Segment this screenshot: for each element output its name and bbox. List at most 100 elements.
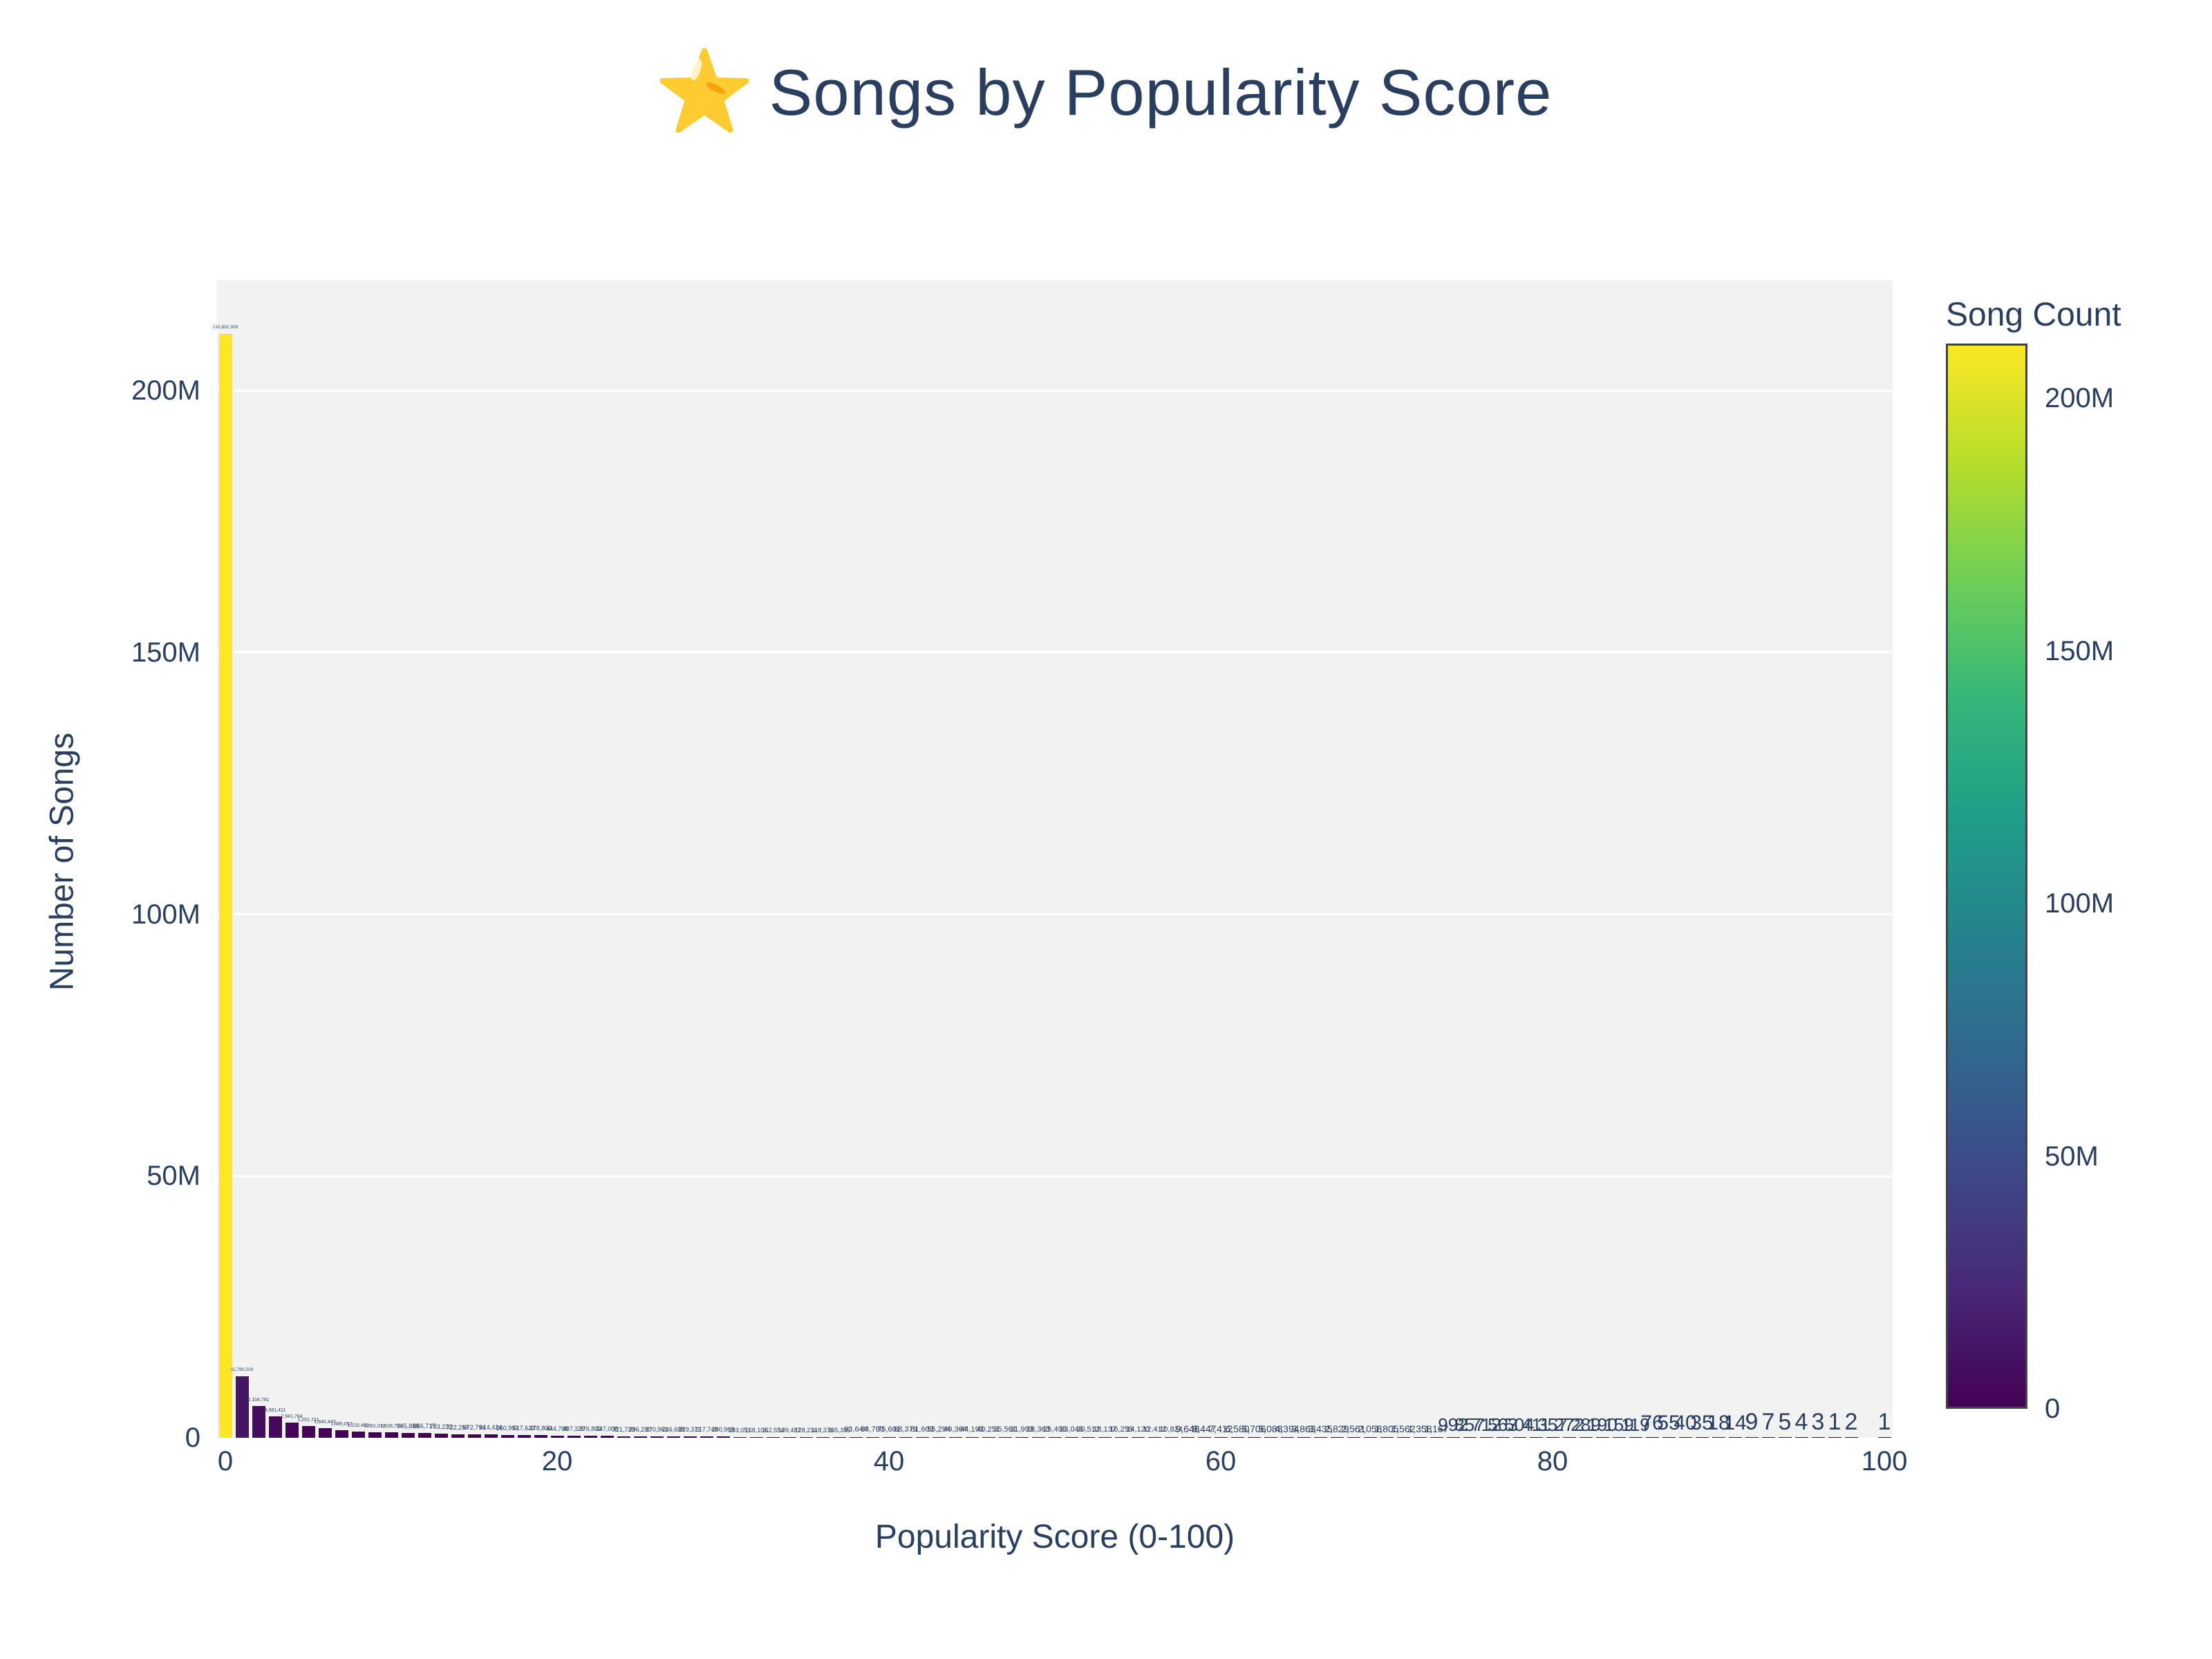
bar[interactable] [235, 1376, 249, 1438]
bar[interactable] [1463, 1436, 1477, 1438]
bar[interactable] [252, 1405, 265, 1438]
bar[interactable] [534, 1435, 547, 1438]
bar[interactable] [1098, 1436, 1112, 1438]
bar[interactable] [517, 1435, 531, 1438]
bar[interactable] [318, 1428, 332, 1438]
bar[interactable] [434, 1434, 448, 1438]
bar[interactable] [683, 1436, 697, 1438]
bar[interactable] [335, 1430, 348, 1438]
bar[interactable] [782, 1436, 796, 1438]
bar[interactable] [998, 1436, 1012, 1438]
bar[interactable] [1479, 1436, 1493, 1438]
bar[interactable] [932, 1436, 946, 1438]
bar[interactable] [1230, 1436, 1244, 1438]
bar[interactable] [1761, 1436, 1775, 1438]
bar[interactable] [749, 1436, 763, 1438]
bar[interactable] [617, 1436, 630, 1438]
bar[interactable] [1828, 1436, 1841, 1438]
bar[interactable] [1595, 1436, 1609, 1438]
bar[interactable] [700, 1436, 713, 1438]
bar[interactable] [1844, 1436, 1858, 1438]
bar[interactable] [1496, 1436, 1510, 1438]
bar[interactable] [1778, 1436, 1792, 1438]
bar[interactable] [1214, 1436, 1228, 1438]
bar[interactable] [1728, 1436, 1742, 1438]
bar[interactable] [1114, 1436, 1128, 1438]
bar[interactable] [218, 333, 232, 1438]
bar[interactable] [268, 1416, 282, 1438]
bar[interactable] [1877, 1436, 1891, 1438]
bar[interactable] [1197, 1436, 1211, 1438]
bar[interactable] [1031, 1436, 1045, 1438]
bar[interactable] [1745, 1436, 1759, 1438]
bar[interactable] [865, 1436, 879, 1438]
bar[interactable] [1562, 1436, 1576, 1438]
bar[interactable] [915, 1436, 929, 1438]
bar[interactable] [666, 1436, 680, 1438]
bar[interactable] [1164, 1436, 1178, 1438]
bar[interactable] [401, 1432, 415, 1438]
bar[interactable] [733, 1436, 747, 1438]
bar[interactable] [1546, 1436, 1559, 1438]
bar[interactable] [1247, 1436, 1261, 1438]
bar[interactable] [1015, 1436, 1029, 1438]
bar[interactable] [832, 1436, 846, 1438]
bar[interactable] [766, 1436, 780, 1438]
bar[interactable] [1629, 1436, 1642, 1438]
bar[interactable] [882, 1436, 896, 1438]
bar[interactable] [1264, 1436, 1277, 1438]
bar[interactable] [1081, 1436, 1095, 1438]
bar[interactable] [301, 1425, 315, 1438]
bar[interactable] [1131, 1436, 1145, 1438]
bar[interactable] [1181, 1436, 1194, 1438]
bar[interactable] [500, 1434, 514, 1438]
bar[interactable] [600, 1436, 614, 1438]
bar[interactable] [1065, 1436, 1078, 1438]
bar[interactable] [1363, 1436, 1377, 1438]
bar[interactable] [899, 1436, 912, 1438]
bar[interactable] [467, 1434, 481, 1438]
bar[interactable] [1579, 1436, 1593, 1438]
bar[interactable] [1529, 1436, 1543, 1438]
bar[interactable] [1794, 1436, 1808, 1438]
bar[interactable] [484, 1434, 498, 1438]
bar[interactable] [1645, 1436, 1659, 1438]
bar[interactable] [1396, 1436, 1410, 1438]
bar[interactable] [451, 1434, 465, 1438]
bar[interactable] [716, 1436, 730, 1438]
bar[interactable] [1446, 1436, 1460, 1438]
bar[interactable] [633, 1436, 647, 1438]
bar[interactable] [1048, 1436, 1062, 1438]
bar[interactable] [384, 1432, 398, 1438]
bar[interactable] [1430, 1436, 1443, 1438]
bar[interactable] [650, 1436, 664, 1438]
bar[interactable] [1297, 1436, 1311, 1438]
bar[interactable] [418, 1433, 431, 1438]
bar[interactable] [948, 1436, 962, 1438]
bar[interactable] [1330, 1436, 1344, 1438]
bar[interactable] [1147, 1436, 1161, 1438]
bar[interactable] [1612, 1436, 1626, 1438]
bar[interactable] [583, 1436, 597, 1438]
bar[interactable] [1313, 1436, 1327, 1438]
bar[interactable] [1811, 1436, 1825, 1438]
bar[interactable] [965, 1436, 979, 1438]
bar[interactable] [1662, 1436, 1676, 1438]
bar[interactable] [982, 1436, 995, 1438]
bar[interactable] [1280, 1436, 1294, 1438]
bar[interactable] [368, 1432, 382, 1438]
bar[interactable] [550, 1435, 564, 1438]
bar[interactable] [1512, 1436, 1526, 1438]
bar[interactable] [1695, 1436, 1709, 1438]
bar[interactable] [1380, 1436, 1394, 1438]
bar[interactable] [799, 1436, 813, 1438]
bar[interactable] [285, 1422, 299, 1438]
bar[interactable] [849, 1436, 863, 1438]
bar[interactable] [1413, 1436, 1427, 1438]
bar[interactable] [1678, 1436, 1692, 1438]
bar[interactable] [1712, 1436, 1725, 1438]
bar[interactable] [1347, 1436, 1360, 1438]
bar[interactable] [351, 1431, 365, 1438]
bar[interactable] [816, 1436, 830, 1438]
bar[interactable] [567, 1435, 581, 1438]
